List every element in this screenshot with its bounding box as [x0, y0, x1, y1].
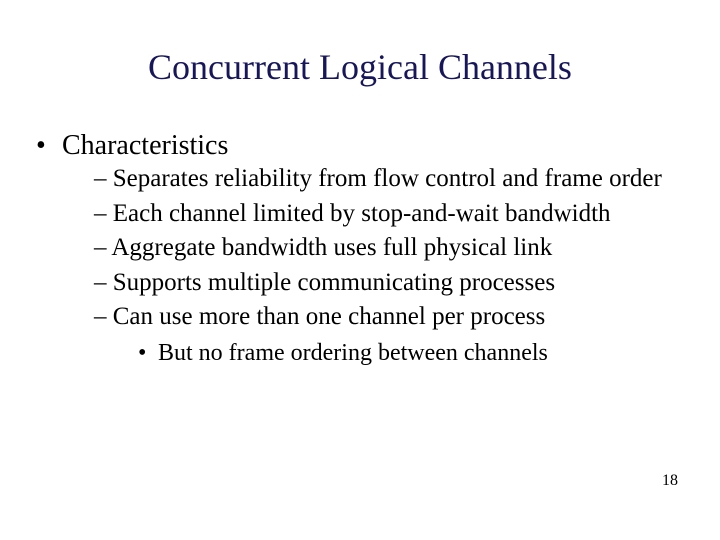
bullet-level1-text: Characteristics: [62, 130, 228, 161]
bullet-level2: – Can use more than one channel per proc…: [94, 301, 684, 334]
slide: Concurrent Logical Channels Characterist…: [0, 0, 720, 540]
slide-body: Characteristics – Separates reliability …: [36, 128, 684, 375]
bullet-level3: But no frame ordering between channels: [138, 338, 684, 369]
bullet-level2: – Aggregate bandwidth uses full physical…: [94, 232, 684, 265]
bullet-level2: – Supports multiple communicating proces…: [94, 267, 684, 300]
bullet-level2: – Separates reliability from flow contro…: [94, 163, 684, 196]
level3-group: But no frame ordering between channels: [94, 338, 684, 369]
bullet-level3-text: But no frame ordering between channels: [158, 340, 548, 366]
level2-group: – Separates reliability from flow contro…: [62, 163, 684, 369]
bullet-level2: – Each channel limited by stop-and-wait …: [94, 198, 684, 231]
bullet-level1: Characteristics – Separates reliability …: [36, 128, 684, 369]
slide-title: Concurrent Logical Channels: [0, 48, 720, 88]
page-number: 18: [662, 472, 678, 490]
